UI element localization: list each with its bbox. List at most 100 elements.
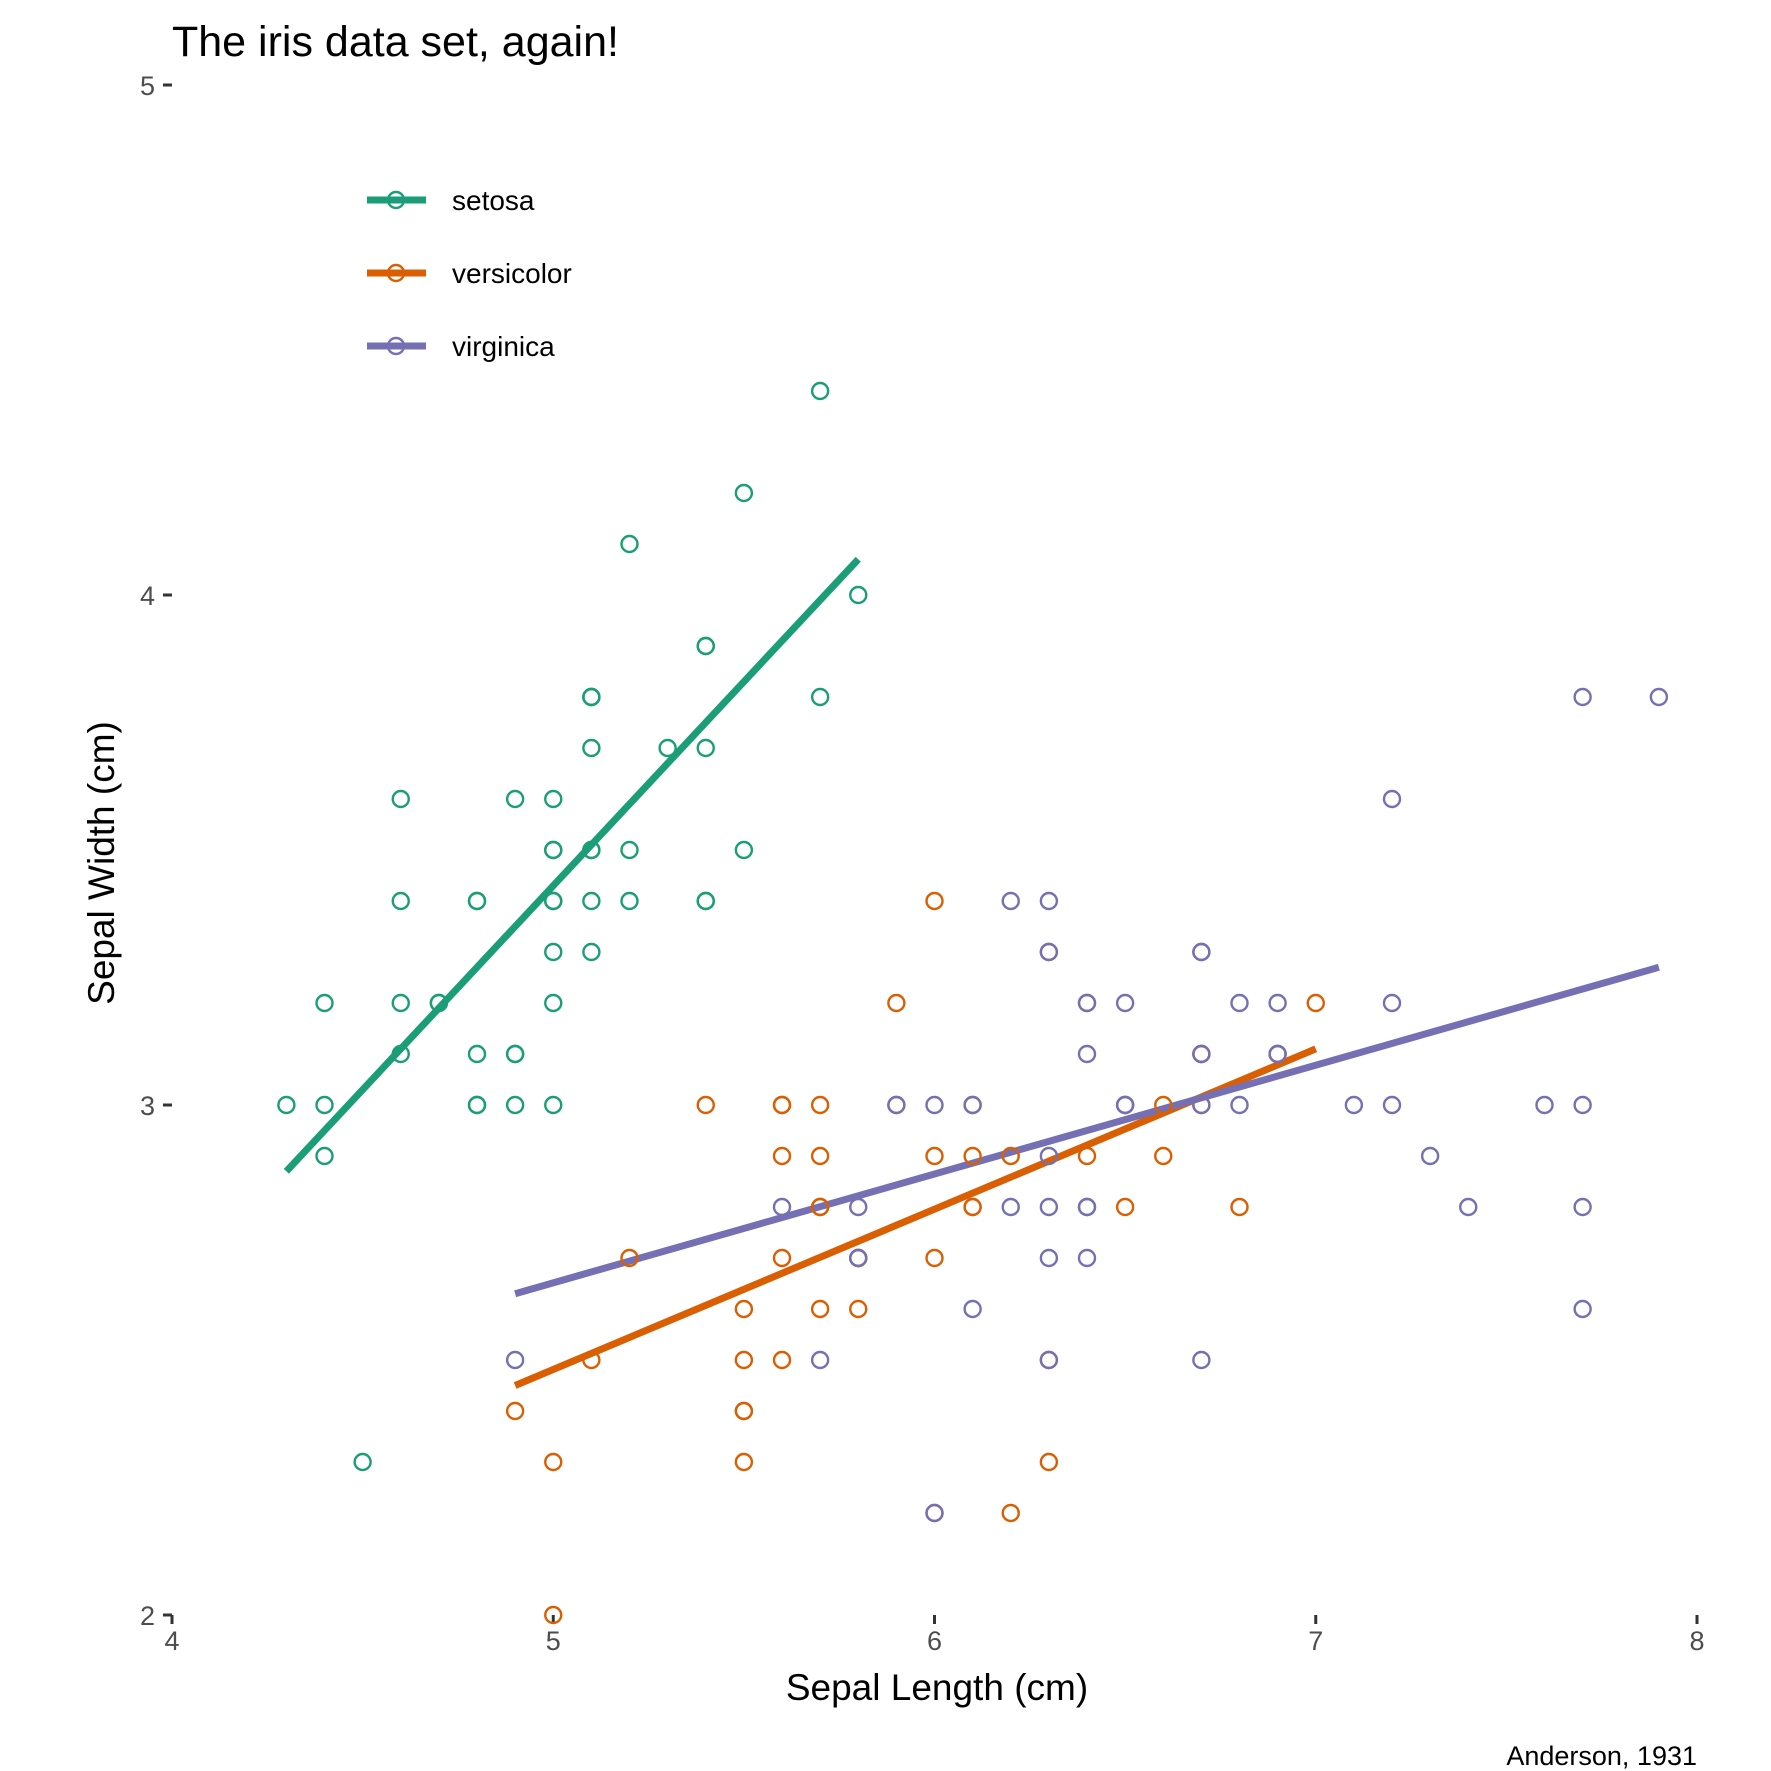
data-point-virginica <box>1420 1146 1440 1166</box>
data-point-versicolor <box>696 1095 715 1115</box>
data-point-virginica <box>1039 942 1059 962</box>
data-point-setosa <box>582 738 601 758</box>
data-point-setosa <box>429 993 449 1013</box>
data-point-setosa <box>544 840 563 860</box>
data-point-virginica <box>1192 1095 1211 1115</box>
data-point-virginica <box>963 1299 982 1319</box>
y-tick-label: 2 <box>140 1601 155 1631</box>
data-point-virginica <box>772 1197 792 1217</box>
data-point-setosa <box>582 687 601 707</box>
data-point-versicolor <box>1230 1197 1249 1217</box>
data-point-setosa <box>544 942 563 962</box>
legend-label: setosa <box>452 185 535 216</box>
data-point-versicolor <box>810 1299 830 1319</box>
data-point-virginica <box>1192 942 1211 962</box>
data-point-setosa <box>696 636 715 656</box>
data-point-setosa <box>810 687 830 707</box>
y-axis: 2 3 4 5 <box>140 71 172 1631</box>
data-point-virginica <box>1115 993 1135 1013</box>
y-tick-label: 3 <box>140 1091 155 1121</box>
data-points <box>277 381 1669 1625</box>
data-point-versicolor <box>810 1095 830 1115</box>
data-point-setosa <box>315 1095 334 1115</box>
data-point-versicolor <box>1001 1503 1020 1523</box>
data-point-virginica <box>1230 993 1249 1013</box>
data-point-versicolor <box>1115 1197 1135 1217</box>
data-point-setosa <box>696 738 715 758</box>
data-point-setosa <box>544 1095 563 1115</box>
legend-key-point <box>386 263 406 283</box>
data-point-versicolor <box>772 1350 792 1370</box>
y-axis-title: Sepal Width (cm) <box>81 721 122 1005</box>
data-point-versicolor <box>810 1146 830 1166</box>
data-point-versicolor <box>734 1299 754 1319</box>
data-point-setosa <box>315 993 334 1013</box>
data-point-versicolor <box>582 1350 601 1370</box>
data-point-virginica <box>1039 1350 1059 1370</box>
data-point-virginica <box>1535 1095 1554 1115</box>
data-point-versicolor <box>963 1197 982 1217</box>
data-point-versicolor <box>925 891 944 911</box>
data-point-setosa <box>505 1044 525 1064</box>
legend-key-point <box>386 336 406 356</box>
trend-line-setosa <box>283 556 861 1174</box>
x-tick-label: 8 <box>1689 1626 1704 1656</box>
data-point-versicolor <box>1306 993 1325 1013</box>
data-point-virginica <box>1039 891 1059 911</box>
data-point-versicolor <box>849 1299 868 1319</box>
data-point-virginica <box>1344 1095 1364 1115</box>
x-tick-label: 5 <box>546 1626 561 1656</box>
x-tick-label: 4 <box>164 1626 179 1656</box>
data-point-virginica <box>1001 891 1020 911</box>
chart-caption: Anderson, 1931 <box>1506 1741 1697 1771</box>
data-point-virginica <box>1115 1095 1135 1115</box>
data-point-virginica <box>1192 1044 1211 1064</box>
data-point-versicolor <box>772 1095 792 1115</box>
data-point-virginica <box>1573 1197 1592 1217</box>
data-point-virginica <box>1382 789 1402 809</box>
data-point-virginica <box>1382 993 1402 1013</box>
data-point-setosa <box>582 891 601 911</box>
data-point-versicolor <box>544 1452 563 1472</box>
data-point-setosa <box>544 993 563 1013</box>
x-tick-label: 6 <box>927 1626 942 1656</box>
data-point-virginica <box>849 1197 868 1217</box>
data-point-setosa <box>277 1095 296 1115</box>
data-point-versicolor <box>1154 1095 1173 1115</box>
data-point-virginica <box>1077 1248 1097 1268</box>
data-point-setosa <box>544 789 563 809</box>
data-point-virginica <box>925 1095 944 1115</box>
legend-label: virginica <box>452 331 555 362</box>
data-point-virginica <box>1268 1044 1287 1064</box>
data-point-setosa <box>467 891 487 911</box>
legend-key-point <box>386 190 406 210</box>
data-point-setosa <box>353 1452 372 1472</box>
data-point-virginica <box>1649 687 1669 707</box>
data-point-virginica <box>1382 1095 1402 1115</box>
data-point-versicolor <box>734 1401 754 1421</box>
data-point-versicolor <box>925 1146 944 1166</box>
data-point-setosa <box>315 1146 334 1166</box>
x-axis: 4 5 6 7 8 <box>164 1615 1705 1656</box>
data-point-virginica <box>1039 1146 1059 1166</box>
data-point-setosa <box>391 789 410 809</box>
data-point-virginica <box>1230 1095 1249 1115</box>
data-point-virginica <box>1001 1197 1020 1217</box>
data-point-setosa <box>696 891 715 911</box>
data-point-setosa <box>620 840 639 860</box>
data-point-setosa <box>544 891 563 911</box>
data-point-virginica <box>1077 993 1097 1013</box>
y-tick-label: 5 <box>140 71 155 101</box>
data-point-virginica <box>1573 1095 1592 1115</box>
data-point-versicolor <box>734 1452 754 1472</box>
x-axis-title: Sepal Length (cm) <box>786 1667 1088 1708</box>
data-point-virginica <box>505 1350 525 1370</box>
data-point-virginica <box>1039 1197 1059 1217</box>
data-point-setosa <box>505 1095 525 1115</box>
data-point-versicolor <box>887 993 906 1013</box>
data-point-setosa <box>582 942 601 962</box>
data-point-setosa <box>391 891 410 911</box>
data-point-setosa <box>467 1044 487 1064</box>
data-point-virginica <box>1268 993 1287 1013</box>
